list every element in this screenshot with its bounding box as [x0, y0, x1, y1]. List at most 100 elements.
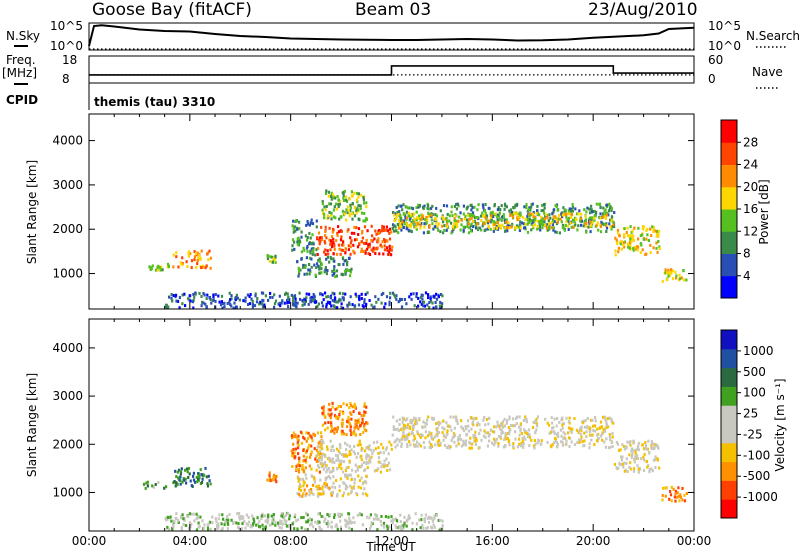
data-cell-7-156	[354, 419, 357, 423]
data-cell-7-660	[556, 208, 559, 212]
data-cell-1-27	[185, 260, 188, 264]
data-cell-8-274	[398, 418, 401, 422]
data-cell-5-262	[369, 448, 373, 452]
data-cell-6-15	[332, 475, 335, 479]
data-cell-5-259	[388, 468, 392, 472]
data-cell-8-355	[523, 418, 526, 422]
data-cell-8-92	[498, 434, 501, 438]
data-cell-9-139	[654, 466, 657, 469]
data-cell-8-168	[569, 429, 572, 433]
data-cell-8-741	[553, 430, 556, 434]
data-cell-8-639	[528, 435, 532, 439]
data-cell-4-77	[305, 492, 308, 496]
data-cell-11-165	[394, 517, 398, 521]
data-cell-11-58	[326, 520, 330, 524]
data-cell-5-231	[377, 231, 380, 235]
data-cell-5-101	[374, 252, 377, 255]
data-cell-11-376	[184, 304, 187, 308]
data-cell-5-75	[316, 236, 319, 240]
data-cell-7-314	[567, 228, 570, 231]
data-cell-8-356	[483, 416, 486, 419]
x-tick-label-4: 16:00	[475, 534, 510, 548]
power-panel-frame	[88, 113, 695, 310]
data-cell-11-454	[258, 525, 261, 529]
data-cell-9-127	[632, 469, 636, 473]
data-cell-8-727	[455, 416, 458, 420]
data-cell-2-11	[273, 258, 276, 262]
data-cell-8-522	[493, 443, 496, 447]
data-cell-7-21	[334, 407, 337, 411]
data-cell-7-273	[473, 219, 476, 223]
data-cell-8-27	[496, 226, 499, 230]
data-cell-8-288	[526, 222, 529, 226]
data-cell-9-90	[632, 237, 635, 241]
data-cell-11-418	[301, 303, 304, 307]
data-cell-7-445	[410, 206, 413, 210]
data-cell-8-145	[583, 439, 586, 443]
data-cell-7-135	[346, 420, 349, 424]
data-cell-0-15	[159, 268, 162, 272]
data-cell-11-516	[387, 515, 390, 519]
data-cell-5-225	[365, 446, 368, 450]
data-cell-8-162	[423, 225, 426, 229]
data-cell-8-378	[564, 224, 567, 227]
data-cell-11-217	[305, 520, 308, 524]
data-cell-8-192	[515, 226, 518, 230]
data-cell-8-198	[603, 415, 606, 419]
data-cell-9-108	[639, 251, 642, 255]
data-cell-8-261	[536, 225, 540, 228]
data-cell-8-140	[418, 220, 421, 224]
data-cell-8-300	[593, 216, 596, 220]
data-cell-5-204	[372, 246, 375, 250]
data-cell-11-184	[428, 301, 431, 304]
data-cell-7-117	[329, 416, 332, 420]
data-cell-8-206	[453, 440, 456, 444]
data-cell-7-343	[555, 231, 559, 234]
data-cell-5-81	[369, 456, 372, 460]
data-cell-7-128	[335, 416, 338, 420]
data-cell-5-5	[348, 450, 351, 453]
data-cell-7-226	[499, 208, 502, 211]
data-cell-6-114	[343, 189, 346, 193]
data-cell-8-297	[532, 226, 535, 230]
data-cell-1-76	[181, 480, 184, 484]
data-cell-8-224	[430, 435, 433, 439]
data-cell-8-351	[468, 214, 471, 218]
data-cell-3-106	[315, 459, 318, 463]
power-heatmap	[148, 189, 688, 310]
data-cell-8-116	[435, 214, 439, 218]
data-cell-7-286	[415, 206, 418, 210]
data-cell-4-14	[321, 485, 324, 489]
data-cell-5-47	[347, 248, 350, 252]
data-cell-9-32	[616, 228, 620, 232]
velocity-cbar-frame	[720, 329, 738, 519]
data-cell-6-104	[349, 209, 352, 213]
data-cell-11-155	[217, 522, 220, 526]
data-cell-5-236	[353, 238, 357, 242]
data-cell-7-113	[324, 428, 327, 432]
data-cell-11-108	[195, 528, 198, 532]
data-cell-8-270	[487, 225, 490, 229]
data-cell-3-12	[301, 466, 304, 470]
data-cell-8-359	[425, 221, 428, 225]
data-cell-8-669	[602, 427, 605, 431]
data-cell-5-156	[318, 236, 321, 240]
data-cell-11-239	[177, 521, 180, 524]
data-cell-4-53	[298, 482, 302, 486]
data-cell-7-232	[407, 214, 411, 218]
data-cell-6-97	[357, 204, 360, 208]
data-cell-11-167	[433, 525, 436, 529]
data-cell-11-8	[214, 293, 217, 296]
data-cell-4-69	[330, 257, 333, 261]
data-cell-7-311	[548, 213, 551, 217]
data-cell-7-400	[434, 225, 437, 229]
data-cell-6-21	[346, 474, 349, 478]
data-cell-8-658	[410, 421, 413, 425]
data-cell-4-15	[319, 492, 322, 496]
data-cell-11-115	[193, 295, 196, 299]
data-cell-11-375	[403, 298, 406, 301]
data-cell-11-327	[420, 293, 423, 297]
data-cell-7-382	[471, 206, 474, 209]
data-cell-8-635	[595, 439, 599, 443]
data-cell-6-84	[345, 484, 348, 488]
